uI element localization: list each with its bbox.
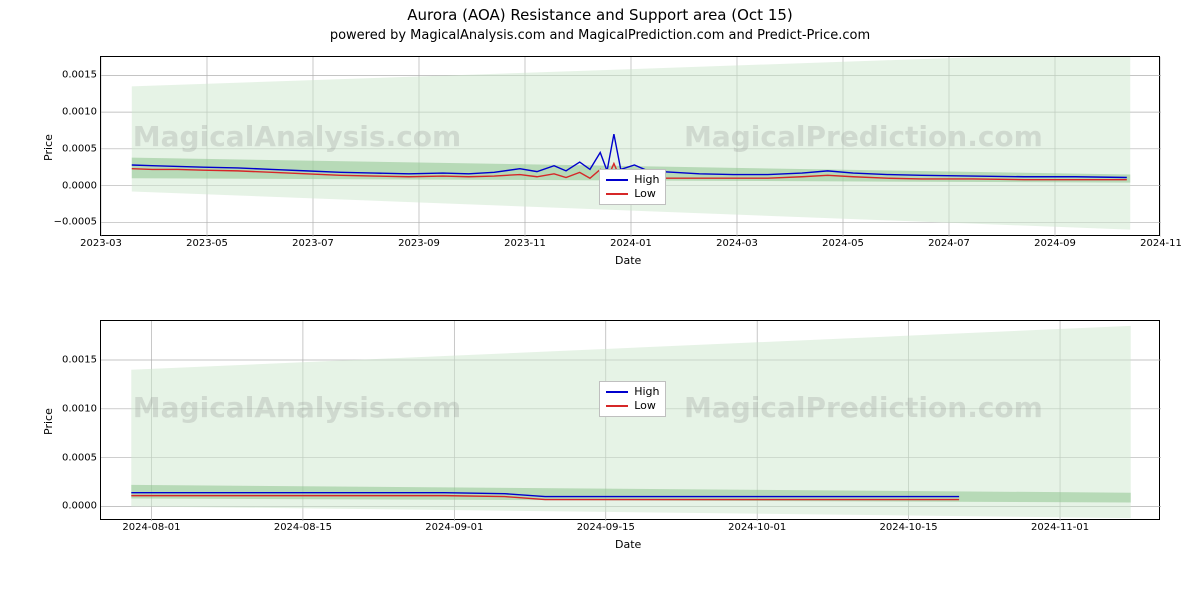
legend-label: Low: [634, 187, 656, 201]
legend-swatch: [606, 179, 628, 181]
xtick-label: 2024-07: [928, 235, 970, 249]
bottom-panel-svg: [101, 321, 1161, 521]
top-ylabel: Price: [42, 134, 55, 161]
xtick-label: 2024-09-15: [577, 519, 635, 533]
legend-swatch: [606, 391, 628, 393]
ytick-label: 0.0015: [37, 70, 101, 81]
legend-label: Low: [634, 399, 656, 413]
chart-title: Aurora (AOA) Resistance and Support area…: [0, 6, 1200, 24]
xtick-label: 2023-03: [80, 235, 122, 249]
top-panel-svg: [101, 57, 1161, 237]
legend-item: Low: [606, 187, 659, 201]
legend-item: Low: [606, 399, 659, 413]
xtick-label: 2024-10-15: [880, 519, 938, 533]
chart-subtitle: powered by MagicalAnalysis.com and Magic…: [0, 28, 1200, 43]
legend-top: HighLow: [599, 169, 666, 205]
legend-item: High: [606, 173, 659, 187]
legend-swatch: [606, 193, 628, 195]
ytick-label: −0.0005: [37, 217, 101, 228]
xtick-label: 2024-09-01: [425, 519, 483, 533]
legend-bottom: HighLow: [599, 381, 666, 417]
ytick-label: 0.0005: [37, 452, 101, 463]
legend-label: High: [634, 173, 659, 187]
xtick-label: 2024-08-01: [122, 519, 180, 533]
xtick-label: 2024-10-01: [728, 519, 786, 533]
xtick-label: 2024-08-15: [274, 519, 332, 533]
bottom-ylabel: Price: [42, 408, 55, 435]
bottom-panel: MagicalAnalysis.com MagicalPrediction.co…: [100, 320, 1160, 520]
xtick-label: 2024-05: [822, 235, 864, 249]
xtick-label: 2024-11-01: [1031, 519, 1089, 533]
legend-label: High: [634, 385, 659, 399]
ytick-label: 0.0000: [37, 180, 101, 191]
xtick-label: 2023-11: [504, 235, 546, 249]
top-panel: MagicalAnalysis.com MagicalPrediction.co…: [100, 56, 1160, 236]
top-xlabel: Date: [615, 254, 641, 267]
xtick-label: 2023-07: [292, 235, 334, 249]
xtick-label: 2023-09: [398, 235, 440, 249]
legend-swatch: [606, 405, 628, 407]
xtick-label: 2024-09: [1034, 235, 1076, 249]
ytick-label: 0.0000: [37, 501, 101, 512]
xtick-label: 2024-03: [716, 235, 758, 249]
xtick-label: 2023-05: [186, 235, 228, 249]
xtick-label: 2024-01: [610, 235, 652, 249]
legend-item: High: [606, 385, 659, 399]
ytick-label: 0.0015: [37, 355, 101, 366]
xtick-label: 2024-11: [1140, 235, 1182, 249]
figure: Aurora (AOA) Resistance and Support area…: [0, 0, 1200, 600]
ytick-label: 0.0010: [37, 107, 101, 118]
bottom-xlabel: Date: [615, 538, 641, 551]
